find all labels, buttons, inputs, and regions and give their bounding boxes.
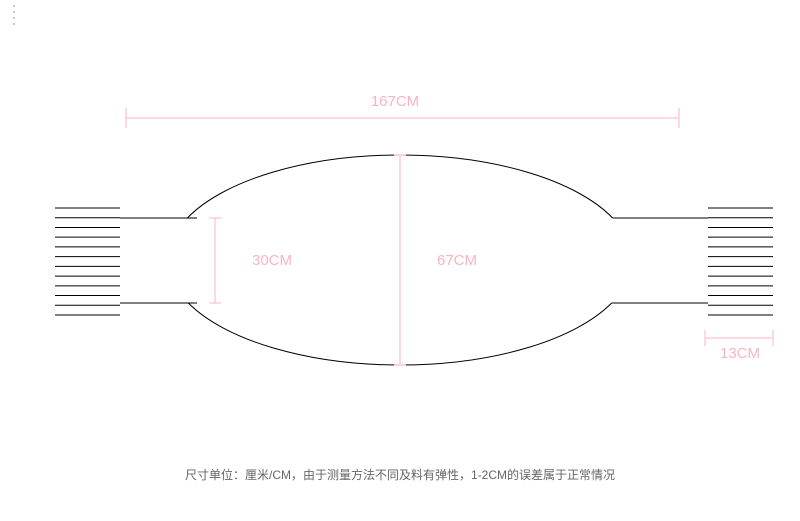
corner-dot: [13, 11, 15, 13]
measure-fringe-label: 13CM: [720, 345, 760, 362]
caption-text: 尺寸单位：厘米/CM，由于测量方法不同及料有弹性，1-2CM的误差属于正常情况: [0, 466, 800, 483]
corner-dot: [13, 23, 15, 25]
corner-dot: [13, 5, 15, 7]
measure-width-label: 167CM: [371, 93, 419, 110]
measure-narrow-label: 30CM: [252, 252, 292, 269]
measure-tall-label: 67CM: [437, 252, 477, 269]
corner-dot: [13, 17, 15, 19]
